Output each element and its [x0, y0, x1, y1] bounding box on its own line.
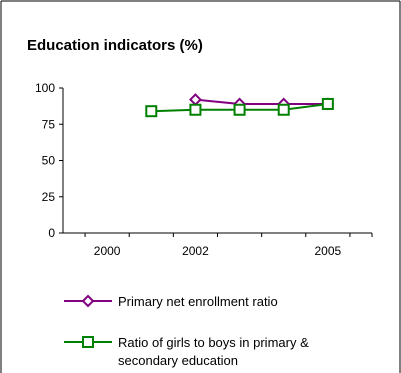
- legend: Primary net enrollment ratio Ratio of gir…: [64, 294, 309, 368]
- y-tick-label: 25: [42, 190, 56, 204]
- legend-label: secondary education: [118, 353, 238, 368]
- y-tick-label: 75: [42, 117, 56, 131]
- series-layer: [145, 93, 335, 118]
- data-point: [277, 103, 290, 116]
- legend-swatch-marker: [81, 294, 95, 308]
- axes: 0 25 50 75 100 2000 2002 2005: [35, 81, 373, 258]
- x-tick-label: 2005: [315, 244, 342, 258]
- data-point: [145, 105, 158, 118]
- legend-label: Ratio of girls to boys in primary &: [118, 335, 309, 350]
- legend-swatch-marker: [82, 336, 94, 348]
- legend-label: Primary net enrollment ratio: [118, 294, 278, 309]
- y-tick-label: 0: [48, 226, 55, 240]
- legend-item: Ratio of girls to boys in primary & secon…: [64, 335, 309, 368]
- legend-item: Primary net enrollment ratio: [64, 294, 278, 309]
- data-point: [233, 103, 246, 116]
- x-tick-label: 2000: [94, 244, 121, 258]
- data-point: [189, 93, 202, 107]
- data-point: [321, 97, 334, 110]
- x-tick-label: 2002: [182, 244, 209, 258]
- data-point: [189, 103, 202, 116]
- series-line: [195, 98, 328, 105]
- y-tick-label: 50: [42, 154, 56, 168]
- series-girls-to-boys-ratio: [145, 97, 334, 118]
- y-tick-label: 100: [35, 81, 55, 95]
- chart-title: Education indicators (%): [27, 37, 203, 54]
